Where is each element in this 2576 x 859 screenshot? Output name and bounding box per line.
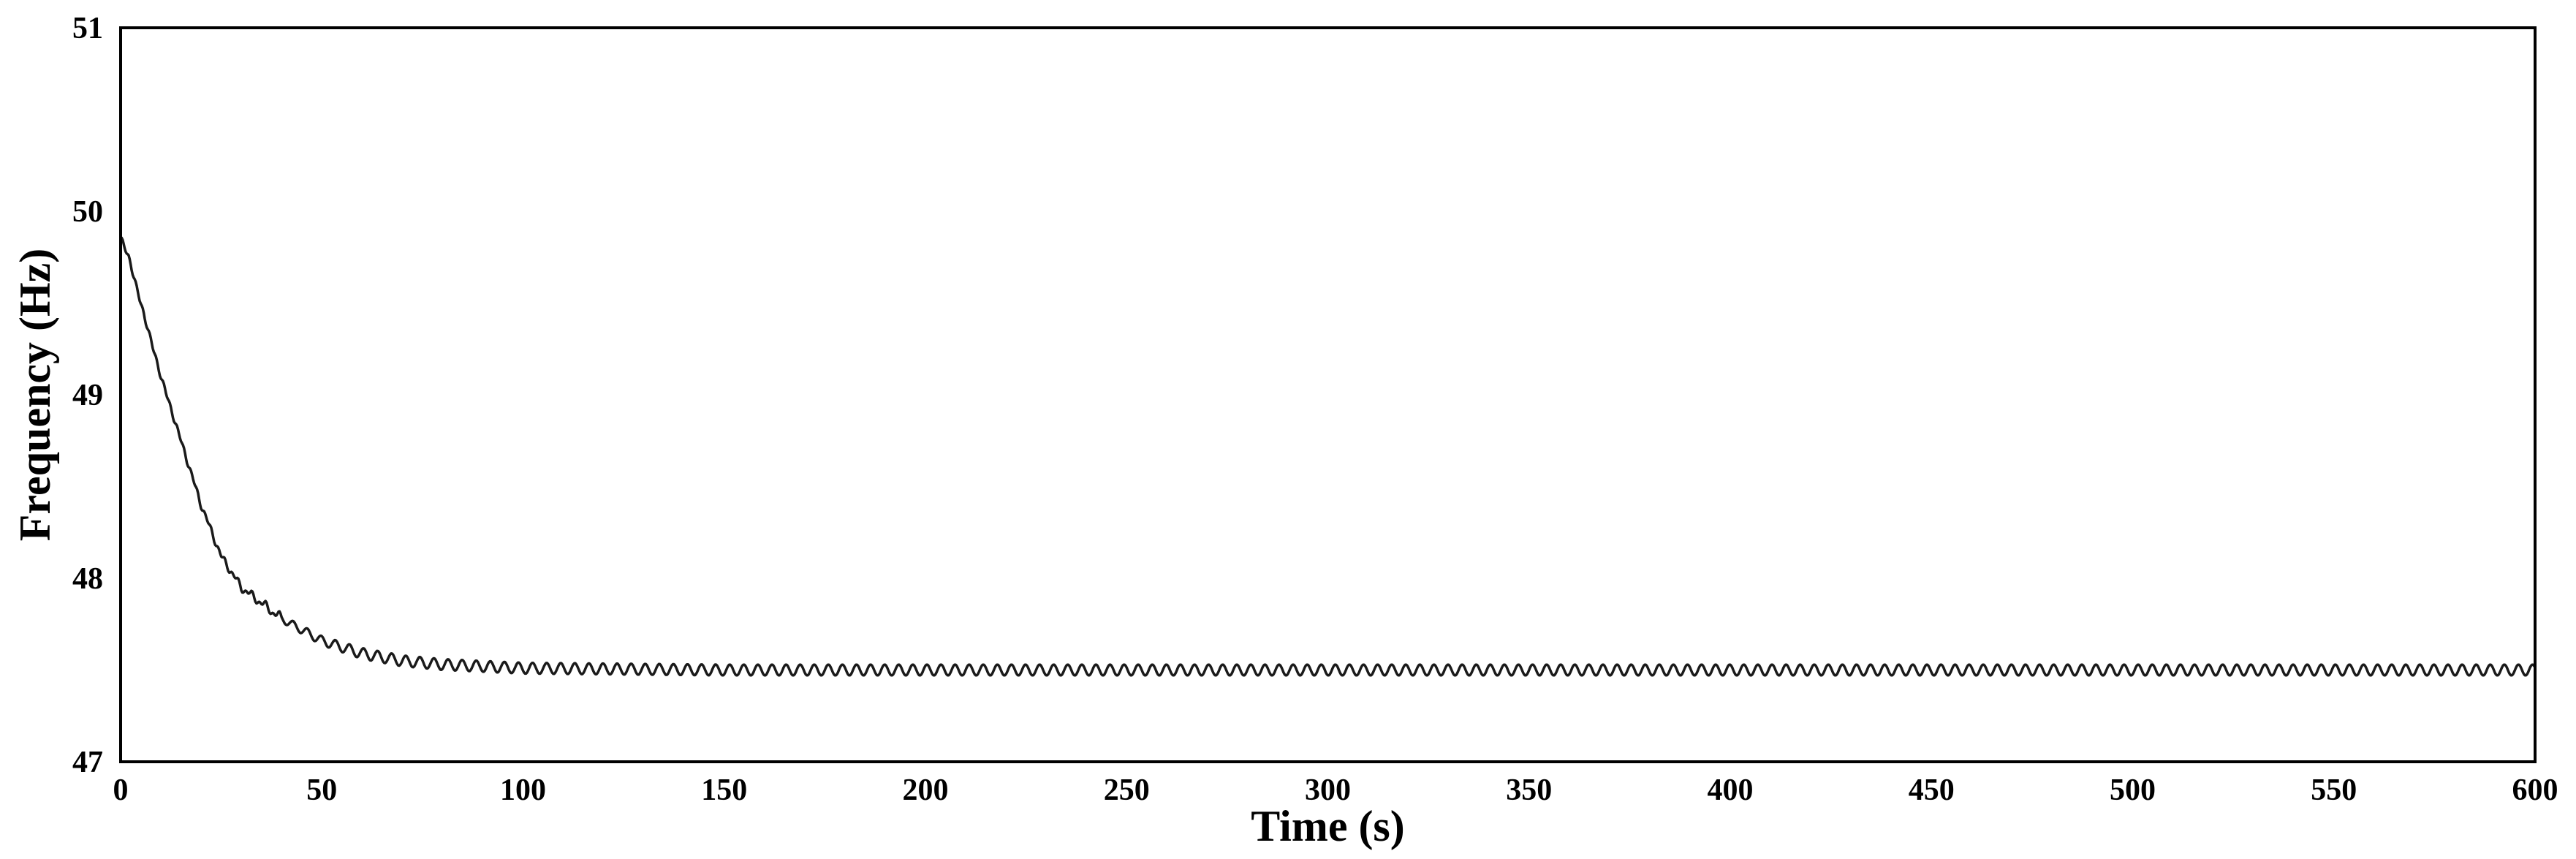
- x-tick-label: 200: [903, 773, 949, 807]
- y-tick-label: 47: [72, 746, 103, 779]
- frequency-series-line: [119, 235, 2537, 677]
- x-tick-label: 50: [306, 773, 337, 807]
- x-tick-label: 250: [1104, 773, 1150, 807]
- y-tick-label: 49: [72, 379, 103, 412]
- y-axis-ticks: 47 48 49 50 51: [72, 12, 103, 779]
- x-tick-label: 350: [1506, 773, 1552, 807]
- x-axis-label: Time (s): [1251, 802, 1405, 850]
- x-tick-label: 600: [2512, 773, 2558, 807]
- x-tick-label: 550: [2311, 773, 2357, 807]
- y-tick-label: 51: [72, 12, 103, 45]
- series-layer: [119, 235, 2537, 677]
- x-tick-label: 150: [701, 773, 747, 807]
- y-tick-label: 48: [72, 562, 103, 596]
- y-axis-label: Frequency (Hz): [11, 249, 59, 541]
- x-tick-label: 400: [1708, 773, 1754, 807]
- x-tick-label: 500: [2110, 773, 2156, 807]
- x-tick-label: 300: [1305, 773, 1351, 807]
- plot-frame: [119, 26, 2537, 763]
- x-tick-label: 100: [500, 773, 546, 807]
- x-axis-ticks: 0 50 100 150 200 250 300 350 400 450 500 550 600: [113, 773, 2558, 807]
- x-tick-label: 450: [1909, 773, 1955, 807]
- x-tick-label: 0: [113, 773, 129, 807]
- y-tick-label: 50: [72, 195, 103, 229]
